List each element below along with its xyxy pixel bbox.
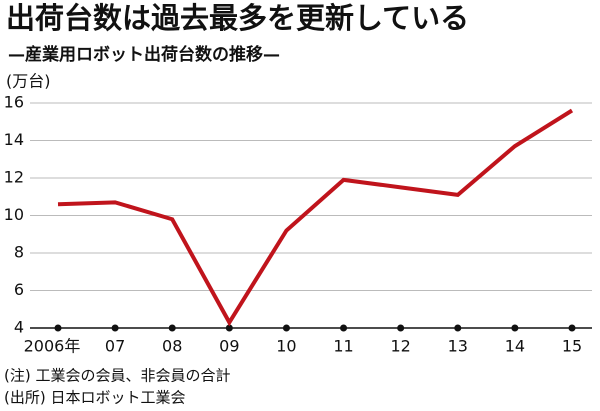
data-line <box>57 108 574 327</box>
x-tick-label: 09 <box>219 337 239 356</box>
x-tick-dot <box>340 324 348 332</box>
x-tick-dot <box>397 324 405 332</box>
source: (出所) 日本ロボット工業会 <box>4 389 185 407</box>
x-tick-label: 10 <box>276 337 296 356</box>
x-tick-label: 2006年 <box>24 337 81 356</box>
x-tick-label: 07 <box>105 337 125 356</box>
x-tick-label: 13 <box>448 337 468 356</box>
y-tick-label: 16 <box>4 93 24 112</box>
y-tick-label: 10 <box>4 205 24 224</box>
y-axis-unit: (万台) <box>6 72 51 91</box>
x-tick-label: 08 <box>162 337 182 356</box>
x-tick-dot <box>454 324 462 332</box>
x-tick-label: 14 <box>505 337 525 356</box>
x-tick-dot <box>225 324 233 332</box>
note: (注) 工業会の会員、非会員の合計 <box>4 367 230 385</box>
x-tick-label: 15 <box>562 337 582 356</box>
x-tick-label: 12 <box>390 337 410 356</box>
y-tick-label: 4 <box>14 318 24 337</box>
y-tick-label: 8 <box>14 243 24 262</box>
x-tick-dot <box>282 324 290 332</box>
y-tick-label: 12 <box>4 168 24 187</box>
x-tick-dot <box>568 324 576 332</box>
x-tick-dot <box>111 324 119 332</box>
x-tick-label: 11 <box>333 337 353 356</box>
chart-subtitle: —産業用ロボット出荷台数の推移— <box>8 44 280 65</box>
x-tick-dot <box>168 324 176 332</box>
y-tick-label: 14 <box>4 130 24 149</box>
x-tick-dot <box>54 324 62 332</box>
x-tick-dot <box>511 324 519 332</box>
y-tick-label: 6 <box>14 280 24 299</box>
chart-title: 出荷台数は過去最多を更新している <box>6 1 469 35</box>
